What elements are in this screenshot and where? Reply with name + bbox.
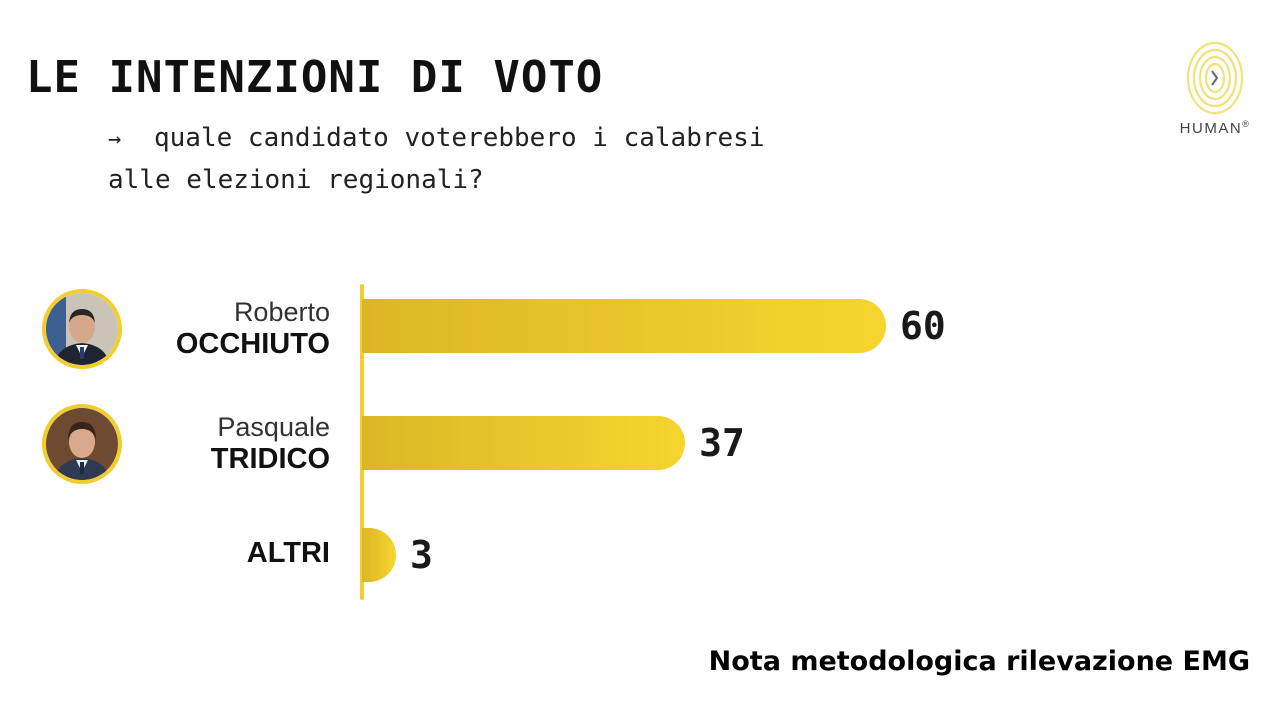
bar-altri <box>362 528 396 582</box>
label-tridico: Pasquale TRIDICO <box>210 412 330 475</box>
label-altri: ALTRI <box>246 537 330 569</box>
bar-tridico <box>362 416 686 470</box>
person-photo-icon <box>46 293 118 365</box>
methodology-note: Nota metodologica rilevazione EMG <box>708 646 1250 677</box>
label-occhiuto: Roberto OCCHIUTO <box>175 297 330 360</box>
arrow-right-icon: → <box>108 127 122 152</box>
page-title: LE INTENZIONI DI VOTO <box>26 52 604 103</box>
avatar-tridico <box>42 404 122 484</box>
person-photo-icon <box>46 408 118 480</box>
fingerprint-icon <box>1186 41 1244 115</box>
page-subtitle: → quale candidato voterebbero i calabresi… <box>108 118 868 200</box>
avatar-occhiuto <box>42 289 122 369</box>
subtitle-line-2: alle elezioni regionali? <box>108 165 484 195</box>
value-label-occhiuto: 60 <box>900 304 946 348</box>
logo-text: HUMAN® <box>1179 119 1251 137</box>
subtitle-line-1: quale candidato voterebbero i calabresi <box>154 123 765 153</box>
human-logo: HUMAN® <box>1170 40 1260 140</box>
value-label-altri: 3 <box>410 533 433 577</box>
bar-occhiuto <box>362 299 886 353</box>
value-label-tridico: 37 <box>699 421 745 465</box>
